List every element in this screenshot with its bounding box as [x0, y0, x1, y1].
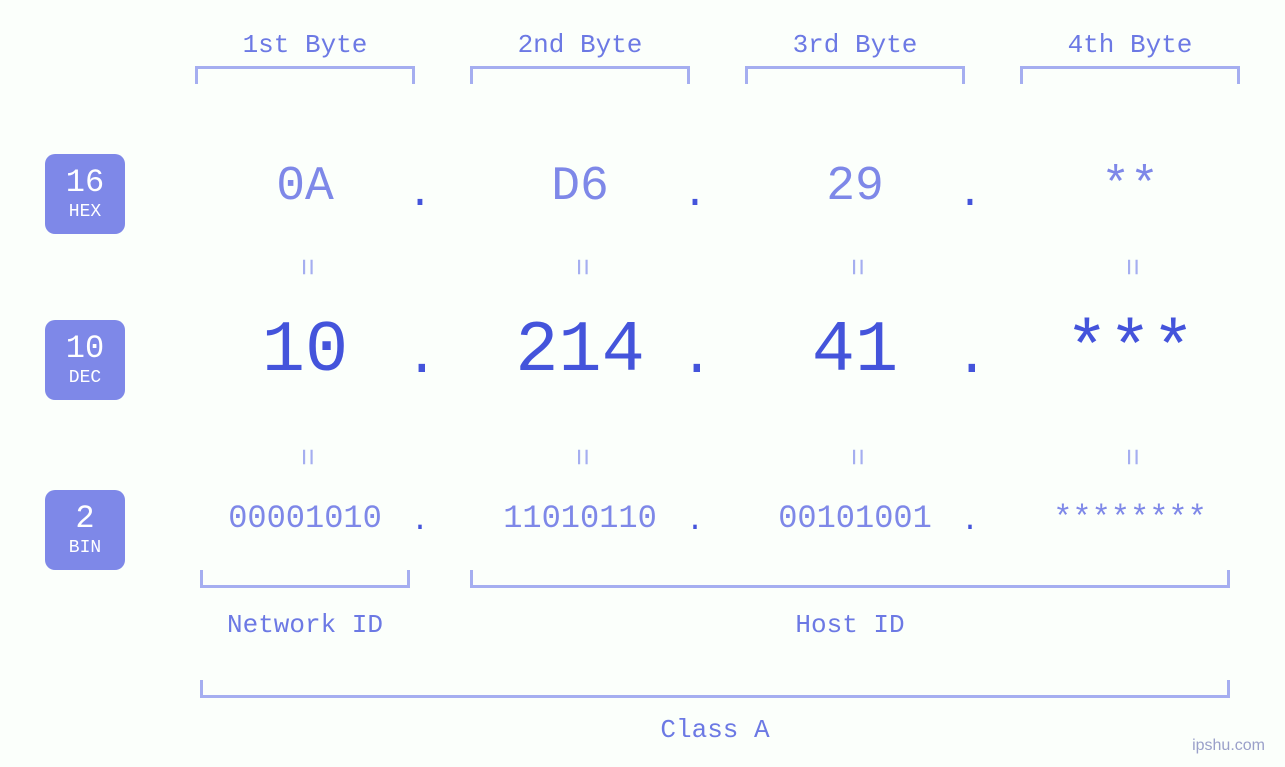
dot-hex-2: . — [955, 170, 985, 218]
byte-header-2: 3rd Byte — [725, 30, 985, 60]
eq-db-3: = — [1113, 437, 1147, 477]
byte-header-3: 4th Byte — [1000, 30, 1260, 60]
badge-bin: 2 BIN — [45, 490, 125, 570]
eq-hd-3: = — [1113, 247, 1147, 287]
label-class: Class A — [200, 715, 1230, 745]
bracket-bot-hostid — [470, 570, 1230, 588]
dot-bin-0: . — [405, 505, 435, 539]
dot-hex-1: . — [680, 170, 710, 218]
byte-col-1: 2nd Byte — [450, 30, 710, 84]
bracket-top-1 — [470, 66, 690, 84]
byte-header-0: 1st Byte — [175, 30, 435, 60]
dot-bin-1: . — [680, 505, 710, 539]
dot-dec-1: . — [680, 325, 710, 389]
bin-val-0: 00001010 — [175, 500, 435, 537]
eq-db-0: = — [288, 437, 322, 477]
byte-col-2: 3rd Byte — [725, 30, 985, 84]
dec-val-1: 214 — [450, 310, 710, 392]
badge-hex: 16 HEX — [45, 154, 125, 234]
badge-hex-lab: HEX — [69, 203, 101, 221]
hex-val-0: 0A — [175, 160, 435, 214]
byte-col-0: 1st Byte — [175, 30, 435, 84]
eq-hd-0: = — [288, 247, 322, 287]
dec-val-0: 10 — [175, 310, 435, 392]
bracket-top-2 — [745, 66, 965, 84]
watermark: ipshu.com — [1192, 737, 1265, 755]
byte-header-1: 2nd Byte — [450, 30, 710, 60]
dot-bin-2: . — [955, 505, 985, 539]
badge-bin-lab: BIN — [69, 539, 101, 557]
eq-hd-2: = — [838, 247, 872, 287]
hex-val-2: 29 — [725, 160, 985, 214]
dot-dec-2: . — [955, 325, 985, 389]
bin-val-3: ******** — [1000, 500, 1260, 537]
eq-db-1: = — [563, 437, 597, 477]
byte-col-3: 4th Byte — [1000, 30, 1260, 84]
badge-dec-num: 10 — [66, 333, 104, 365]
hex-val-1: D6 — [450, 160, 710, 214]
dot-dec-0: . — [405, 325, 435, 389]
bin-val-1: 11010110 — [450, 500, 710, 537]
bracket-bot-class — [200, 680, 1230, 698]
bracket-top-3 — [1020, 66, 1240, 84]
bin-val-2: 00101001 — [725, 500, 985, 537]
badge-dec: 10 DEC — [45, 320, 125, 400]
bracket-top-0 — [195, 66, 415, 84]
dot-hex-0: . — [405, 170, 435, 218]
eq-db-2: = — [838, 437, 872, 477]
eq-hd-1: = — [563, 247, 597, 287]
badge-hex-num: 16 — [66, 167, 104, 199]
label-netid: Network ID — [200, 610, 410, 640]
hex-val-3: ** — [1000, 160, 1260, 214]
bracket-bot-netid — [200, 570, 410, 588]
dec-val-3: *** — [1000, 310, 1260, 392]
badge-bin-num: 2 — [75, 503, 94, 535]
dec-val-2: 41 — [725, 310, 985, 392]
badge-dec-lab: DEC — [69, 369, 101, 387]
label-hostid: Host ID — [470, 610, 1230, 640]
